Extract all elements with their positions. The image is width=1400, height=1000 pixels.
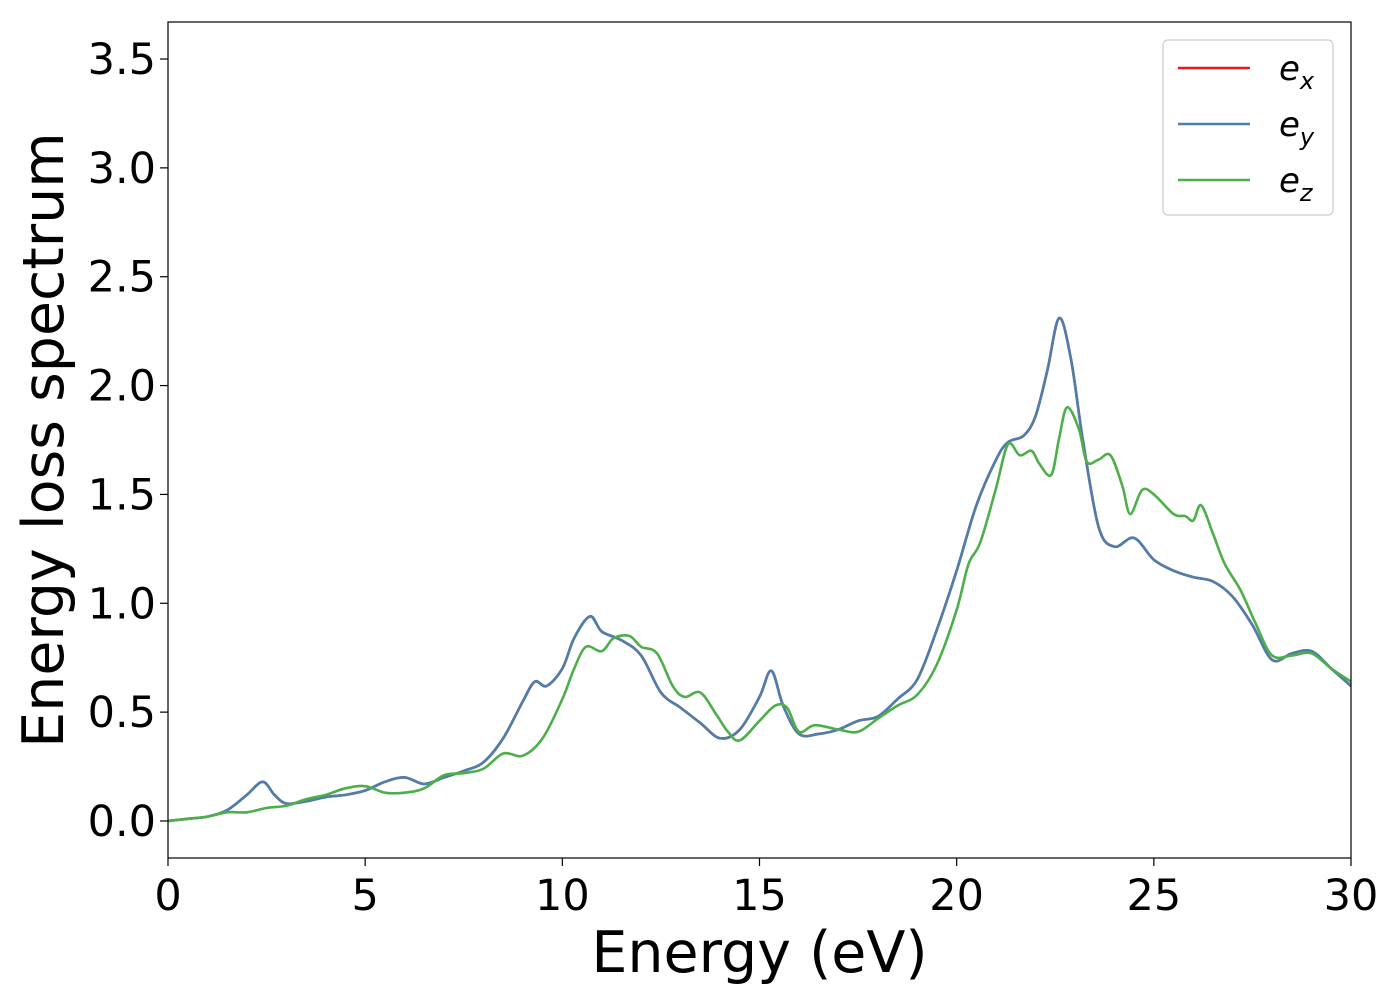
x-axis: 0 5 10 15 20 25 30: [154, 858, 1378, 921]
legend-box: [1162, 39, 1334, 216]
series-layer: [168, 316, 1351, 823]
series-line-e-y: [168, 316, 1351, 823]
x-tick-label: 15: [732, 871, 787, 921]
y-tick-label: 1.0: [88, 579, 156, 629]
y-tick-label: 3.5: [88, 35, 156, 85]
y-tick-label: 3.0: [88, 144, 156, 194]
y-tick-label: 0.0: [88, 797, 156, 847]
x-tick-label: 30: [1324, 871, 1379, 921]
x-tick-label: 20: [929, 871, 984, 921]
x-tick-label: 5: [351, 871, 378, 921]
legend-label-base: e: [1279, 161, 1300, 201]
y-axis: 0.0 0.5 1.0 1.5 2.0 2.5 3.0 3.5: [88, 35, 168, 847]
legend-label-base: e: [1279, 49, 1300, 89]
legend-label-subscript: x: [1299, 67, 1315, 95]
y-tick-label: 2.0: [88, 362, 156, 412]
y-axis-label: Energy loss spectrum: [11, 132, 77, 748]
legend-label: ey: [1279, 105, 1315, 151]
legend-label: ex: [1279, 49, 1315, 95]
x-tick-label: 10: [535, 871, 590, 921]
legend-label-subscript: y: [1299, 123, 1315, 151]
x-tick-label: 25: [1126, 871, 1181, 921]
x-axis-label: Energy (eV): [591, 920, 927, 986]
y-tick-label: 1.5: [88, 470, 156, 520]
y-tick-label: 2.5: [88, 253, 156, 303]
legend-label-subscript: z: [1299, 179, 1314, 207]
y-tick-label: 0.5: [88, 688, 156, 738]
series-line-e-z: [168, 406, 1351, 823]
legend-label: ez: [1279, 161, 1314, 207]
legend-label-base: e: [1279, 105, 1300, 145]
x-tick-label: 0: [154, 871, 181, 921]
